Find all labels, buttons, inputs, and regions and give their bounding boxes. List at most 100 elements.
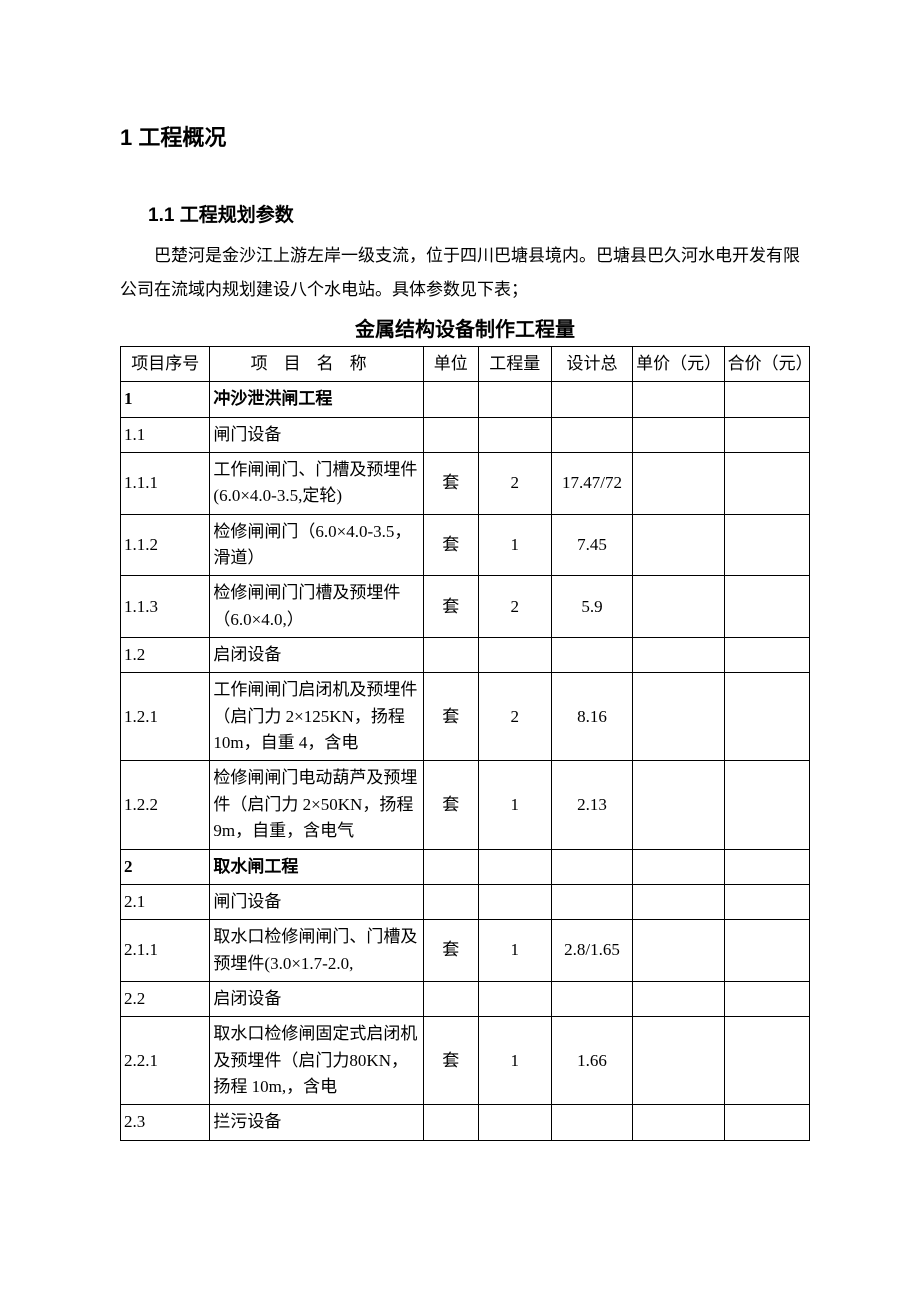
table-cell	[633, 761, 724, 849]
table-cell: 套	[423, 761, 478, 849]
table-cell: 套	[423, 514, 478, 576]
table-cell: 2.13	[551, 761, 632, 849]
col-header-qty: 工程量	[478, 347, 551, 382]
table-cell	[724, 981, 809, 1016]
table-cell: 1.2	[121, 638, 210, 673]
table-cell: 2.3	[121, 1105, 210, 1140]
table-cell: 取水口检修闸闸门、门槽及预埋件(3.0×1.7-2.0,	[210, 920, 423, 982]
table-cell: 2	[478, 576, 551, 638]
table-row: 2.1.1取水口检修闸闸门、门槽及预埋件(3.0×1.7-2.0,套12.8/1…	[121, 920, 810, 982]
table-cell: 2	[478, 673, 551, 761]
table-cell	[633, 673, 724, 761]
table-cell: 1.66	[551, 1017, 632, 1105]
table-cell: 8.16	[551, 673, 632, 761]
table-cell: 检修闸闸门（6.0×4.0-3.5，滑道）	[210, 514, 423, 576]
table-cell: 2.1.1	[121, 920, 210, 982]
table-body: 1冲沙泄洪闸工程1.1闸门设备1.1.1工作闸闸门、门槽及预埋件(6.0×4.0…	[121, 382, 810, 1140]
table-cell	[724, 417, 809, 452]
table-cell	[724, 1105, 809, 1140]
col-header-seq: 项目序号	[121, 347, 210, 382]
heading-1: 1 工程概况	[120, 120, 810, 152]
table-cell	[633, 981, 724, 1016]
table-cell	[724, 673, 809, 761]
table-header-row: 项目序号 项目名称 单位 工程量 设计总 单价（元） 合价（元）	[121, 347, 810, 382]
table-cell: 1	[478, 920, 551, 982]
table-cell	[423, 981, 478, 1016]
table-cell: 5.9	[551, 576, 632, 638]
table-cell: 2	[121, 849, 210, 884]
table-cell	[633, 514, 724, 576]
table-cell	[551, 1105, 632, 1140]
table-cell: 冲沙泄洪闸工程	[210, 382, 423, 417]
table-row: 2取水闸工程	[121, 849, 810, 884]
table-cell	[724, 849, 809, 884]
table-cell	[724, 920, 809, 982]
col-header-price: 单价（元）	[633, 347, 724, 382]
table-cell: 1.1.3	[121, 576, 210, 638]
table-row: 1.2.2检修闸闸门电动葫芦及预埋件（启门力 2×50KN，扬程 9m，自重，含…	[121, 761, 810, 849]
table-cell: 检修闸闸门门槽及预埋件（6.0×4.0,）	[210, 576, 423, 638]
table-cell: 套	[423, 1017, 478, 1105]
table-cell	[478, 981, 551, 1016]
table-cell	[423, 382, 478, 417]
table-cell: 1.1	[121, 417, 210, 452]
table-cell: 套	[423, 453, 478, 515]
table-cell	[633, 1017, 724, 1105]
table-cell: 2.2.1	[121, 1017, 210, 1105]
table-cell: 1	[478, 761, 551, 849]
table-cell	[423, 1105, 478, 1140]
table-cell	[724, 884, 809, 919]
table-cell: 7.45	[551, 514, 632, 576]
heading-2: 1.1 工程规划参数	[120, 200, 810, 227]
quantities-table: 项目序号 项目名称 单位 工程量 设计总 单价（元） 合价（元） 1冲沙泄洪闸工…	[120, 346, 810, 1141]
table-cell	[633, 417, 724, 452]
table-row: 1.1.2检修闸闸门（6.0×4.0-3.5，滑道）套17.45	[121, 514, 810, 576]
table-row: 2.2启闭设备	[121, 981, 810, 1016]
table-cell: 闸门设备	[210, 417, 423, 452]
table-cell	[551, 981, 632, 1016]
table-cell: 套	[423, 576, 478, 638]
table-cell	[478, 849, 551, 884]
table-row: 1.1.1工作闸闸门、门槽及预埋件(6.0×4.0-3.5,定轮)套217.47…	[121, 453, 810, 515]
table-cell	[551, 417, 632, 452]
table-row: 2.1闸门设备	[121, 884, 810, 919]
table-cell: 1.1.1	[121, 453, 210, 515]
table-cell	[478, 1105, 551, 1140]
table-cell: 套	[423, 673, 478, 761]
table-cell	[551, 382, 632, 417]
table-cell	[551, 884, 632, 919]
table-cell	[478, 382, 551, 417]
table-title: 金属结构设备制作工程量	[120, 313, 810, 342]
table-cell: 1	[121, 382, 210, 417]
table-cell: 取水口检修闸固定式启闭机及预埋件（启门力80KN，扬程 10m,，含电	[210, 1017, 423, 1105]
table-cell	[724, 453, 809, 515]
table-cell	[633, 849, 724, 884]
table-cell	[633, 453, 724, 515]
table-cell	[633, 576, 724, 638]
table-cell	[423, 638, 478, 673]
table-cell: 1	[478, 1017, 551, 1105]
table-cell: 2	[478, 453, 551, 515]
table-cell	[724, 514, 809, 576]
table-cell: 2.8/1.65	[551, 920, 632, 982]
table-cell	[633, 1105, 724, 1140]
table-cell	[724, 576, 809, 638]
table-cell	[724, 1017, 809, 1105]
table-cell: 检修闸闸门电动葫芦及预埋件（启门力 2×50KN，扬程 9m，自重，含电气	[210, 761, 423, 849]
table-cell	[633, 920, 724, 982]
table-cell: 2.1	[121, 884, 210, 919]
table-cell: 拦污设备	[210, 1105, 423, 1140]
table-cell: 取水闸工程	[210, 849, 423, 884]
table-cell: 工作闸闸门启闭机及预埋件（启门力 2×125KN，扬程 10m，自重 4，含电	[210, 673, 423, 761]
table-cell	[423, 884, 478, 919]
table-cell: 闸门设备	[210, 884, 423, 919]
table-cell	[551, 849, 632, 884]
table-row: 2.2.1取水口检修闸固定式启闭机及预埋件（启门力80KN，扬程 10m,，含电…	[121, 1017, 810, 1105]
col-header-name: 项目名称	[210, 347, 423, 382]
table-cell	[423, 417, 478, 452]
table-row: 1.2启闭设备	[121, 638, 810, 673]
table-cell: 工作闸闸门、门槽及预埋件(6.0×4.0-3.5,定轮)	[210, 453, 423, 515]
table-cell: 1.1.2	[121, 514, 210, 576]
table-cell	[423, 849, 478, 884]
table-cell	[633, 884, 724, 919]
